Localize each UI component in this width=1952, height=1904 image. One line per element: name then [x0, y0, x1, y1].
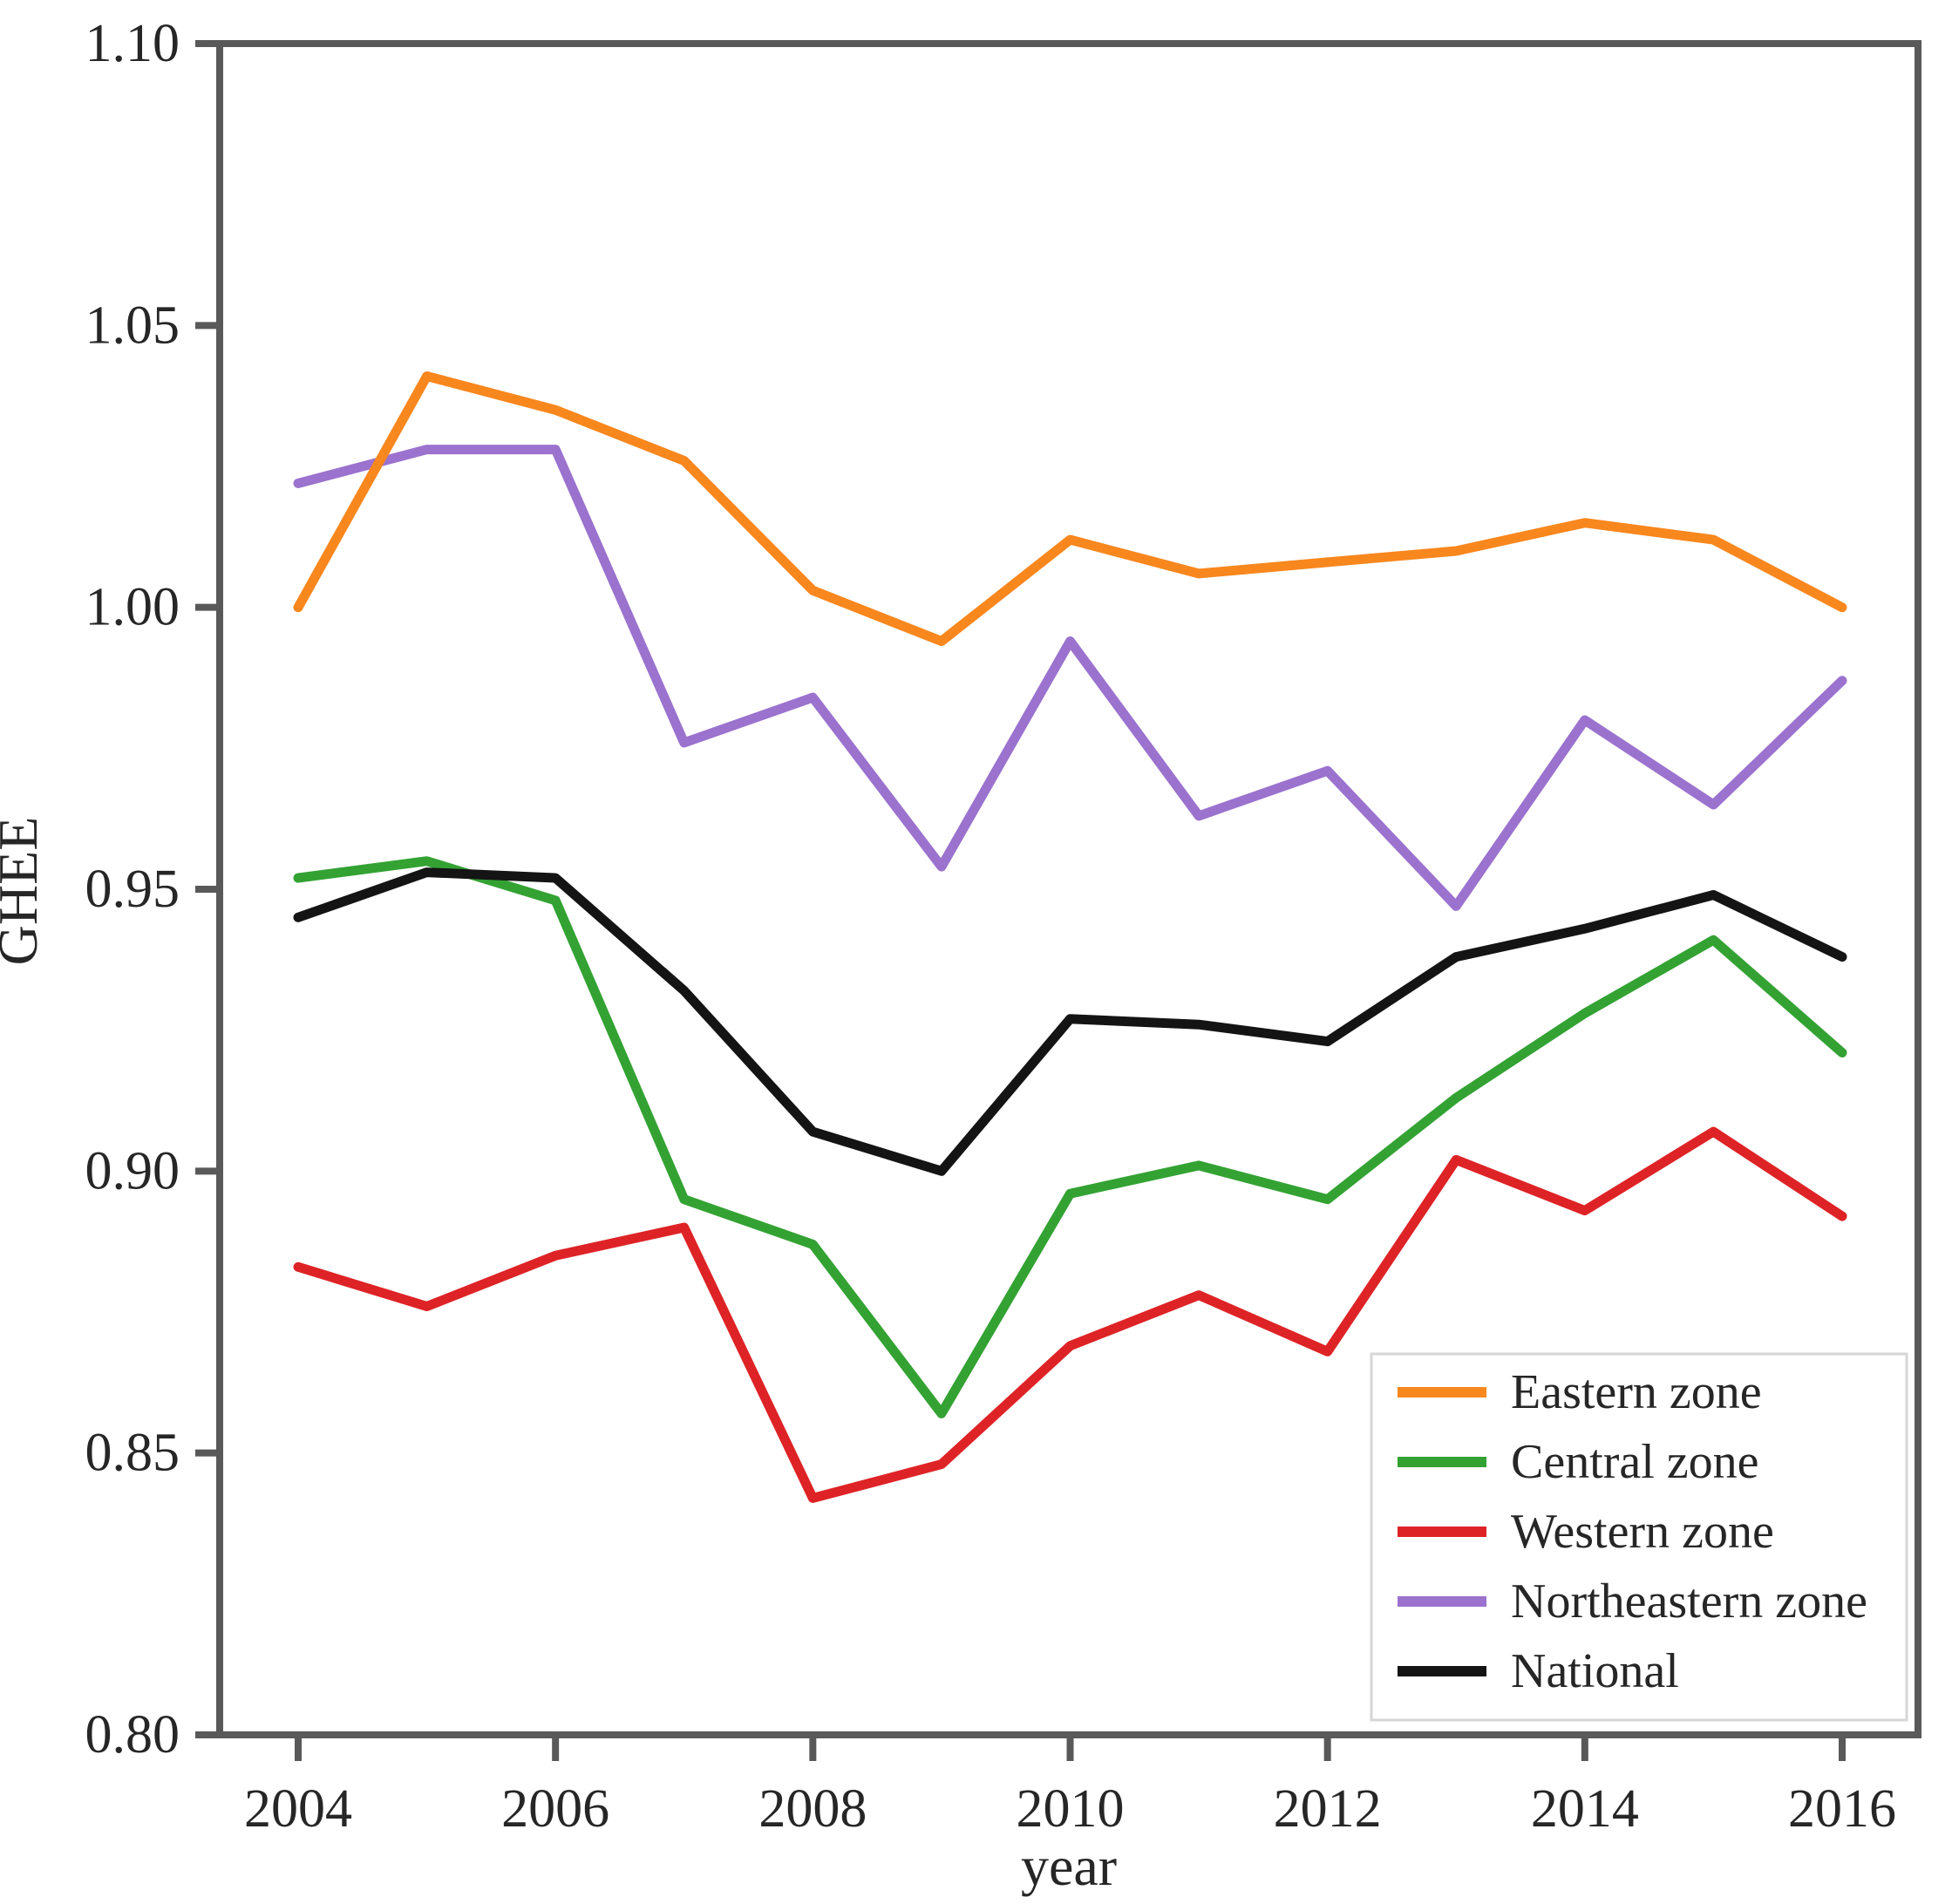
y-axis-ticks	[195, 39, 220, 1738]
y-axis-tick-labels: 1.10 1.05 1.00 0.95 0.90 0.85 0.80	[85, 14, 180, 1765]
y-tick-label: 1.00	[85, 578, 180, 637]
series-line-eastern-zone	[293, 371, 1847, 646]
x-tick-label: 2014	[1531, 1779, 1639, 1839]
x-tick-label: 2006	[501, 1779, 609, 1839]
legend-label-western-zone: Western zone	[1511, 1505, 1774, 1559]
legend-label-central-zone: Central zone	[1511, 1435, 1759, 1489]
x-tick-label: 2010	[1016, 1779, 1124, 1839]
x-tick-label: 2008	[758, 1779, 867, 1839]
y-tick-label: 0.90	[85, 1141, 180, 1200]
x-tick-label: 2012	[1274, 1779, 1382, 1839]
x-axis-title: year	[1021, 1835, 1117, 1897]
legend-label-national: National	[1511, 1644, 1679, 1698]
y-tick-label: 0.80	[85, 1705, 180, 1765]
x-axis-tick-labels: 2004 2006 2008 2010 2012 2014 2016	[244, 1779, 1896, 1839]
y-tick-label: 1.10	[85, 14, 180, 73]
data-series-lines	[293, 371, 1847, 1503]
x-tick-label: 2016	[1788, 1779, 1896, 1839]
series-line-western-zone	[293, 1126, 1847, 1503]
y-tick-label: 1.05	[85, 296, 180, 355]
series-line-central-zone	[293, 856, 1847, 1418]
x-tick-label: 2004	[244, 1779, 352, 1839]
legend-label-eastern-zone: Eastern zone	[1511, 1365, 1762, 1419]
series-line-national	[293, 867, 1847, 1176]
series-line-northeastern-zone	[293, 445, 1847, 911]
y-axis-title: GHEE	[0, 817, 49, 966]
y-tick-label: 0.95	[85, 860, 180, 919]
legend: Eastern zone Central zone Western zone Nort…	[1370, 1352, 1908, 1722]
legend-label-northeastern-zone: Northeastern zone	[1511, 1574, 1867, 1629]
x-axis-ticks	[295, 1735, 1846, 1761]
y-tick-label: 0.85	[85, 1424, 180, 1483]
